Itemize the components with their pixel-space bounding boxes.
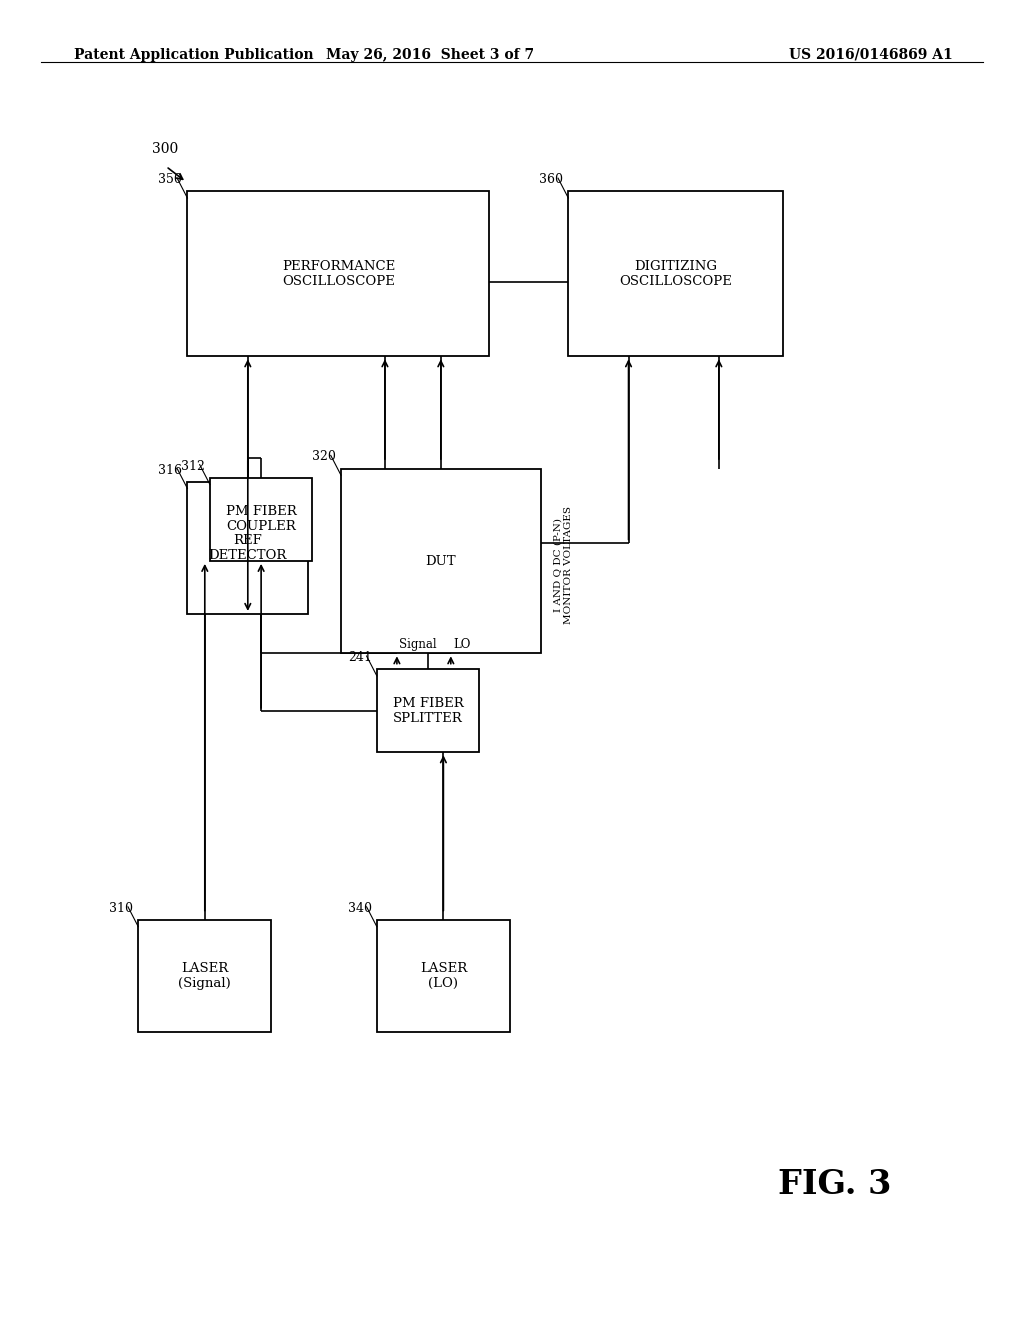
Bar [568,191,783,356]
Text: DUT: DUT [426,554,456,568]
Text: PM FIBER
SPLITTER: PM FIBER SPLITTER [392,697,464,725]
Text: 340: 340 [348,902,372,915]
Text: PM FIBER
COUPLER: PM FIBER COUPLER [225,506,297,533]
Text: US 2016/0146869 A1: US 2016/0146869 A1 [788,48,952,62]
Bar [187,482,308,614]
Bar [377,920,510,1032]
Bar [377,669,479,752]
Text: I AND Q DC (P-N)
MONITOR VOLTAGES: I AND Q DC (P-N) MONITOR VOLTAGES [554,506,573,624]
Text: 360: 360 [540,173,563,186]
Text: LO: LO [453,638,470,651]
Bar [187,191,489,356]
Bar [210,478,312,561]
Text: 300: 300 [152,141,178,156]
Text: FIG. 3: FIG. 3 [778,1168,892,1201]
Bar [341,469,541,653]
Text: 241: 241 [348,651,372,664]
Bar [138,920,271,1032]
Text: LASER
(LO): LASER (LO) [420,962,467,990]
Text: PERFORMANCE
OSCILLOSCOPE: PERFORMANCE OSCILLOSCOPE [282,260,395,288]
Text: Signal: Signal [399,638,436,651]
Text: LASER
(Signal): LASER (Signal) [178,962,231,990]
Text: 316: 316 [159,463,182,477]
Text: 312: 312 [181,459,205,473]
Text: 310: 310 [110,902,133,915]
Text: Patent Application Publication: Patent Application Publication [74,48,313,62]
Text: 350: 350 [159,173,182,186]
Text: May 26, 2016  Sheet 3 of 7: May 26, 2016 Sheet 3 of 7 [326,48,535,62]
Text: 320: 320 [312,450,336,463]
Text: REF
DETECTOR: REF DETECTOR [209,533,287,562]
Text: DIGITIZING
OSCILLOSCOPE: DIGITIZING OSCILLOSCOPE [620,260,732,288]
